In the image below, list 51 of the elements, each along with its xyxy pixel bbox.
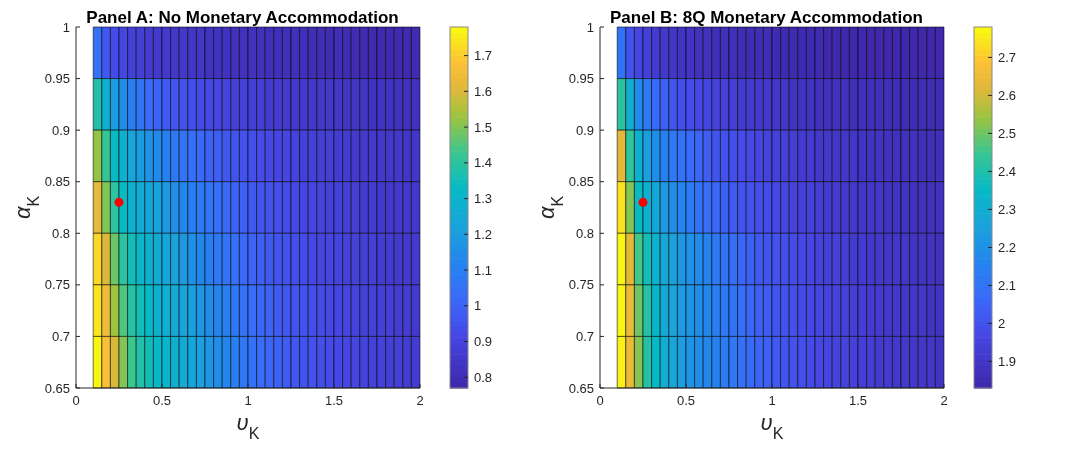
color-bar-label: 2.3 (998, 201, 1017, 217)
color-bar-label: 1.6 (474, 83, 493, 99)
y-tick-label: 0.85 (44, 174, 70, 190)
color-bar-label: 2 (998, 315, 1006, 331)
y-tick-label: 0.9 (575, 122, 594, 138)
color-bar-label: 2.5 (998, 125, 1017, 141)
y-tick-label: 0.7 (575, 329, 594, 345)
y-tick-label: 1 (62, 19, 70, 35)
y-tick-label: 0.8 (51, 225, 70, 241)
x-tick-label: 1.5 (848, 393, 868, 409)
x-tick-label: 0.5 (676, 393, 696, 409)
x-tick-label: 2 (416, 393, 424, 409)
y-tick-label: 0.95 (568, 71, 594, 87)
color-bar-label: 0.8 (474, 369, 493, 385)
y-tick-label: 0.85 (568, 174, 594, 190)
y-tick-label: 1 (586, 19, 594, 35)
color-bar-label: 1.2 (474, 226, 493, 242)
x-axis-title: υ$_{K}$ (760, 410, 784, 442)
x-axis-title: υ$_{K}$ (236, 410, 260, 442)
y-tick-label: 0.9 (51, 122, 70, 138)
color-bar-label: 1.7 (474, 48, 493, 64)
color-bar-label: 2.6 (998, 87, 1017, 103)
color-bar-label: 2.1 (998, 277, 1017, 293)
y-tick-label: 0.65 (44, 380, 70, 396)
x-tick-label: 0 (72, 393, 80, 409)
color-bar-label: 1.1 (474, 262, 493, 278)
x-tick-label: 0 (596, 393, 604, 409)
y-tick-label: 0.65 (568, 380, 594, 396)
color-bar-label: 1.4 (474, 155, 493, 171)
y-tick-label: 0.95 (44, 71, 70, 87)
y-tick-label: 0.75 (568, 277, 594, 293)
chart-title: Panel A: No Monetary Accommodation (85, 8, 400, 28)
x-tick-label: 2 (940, 393, 948, 409)
color-bar-label: 1.3 (474, 191, 493, 207)
colorbar: 1.9 2 2.1 2.2 2.3 2.4 2.5 2.6 2.7 (952, 10, 1042, 446)
color-bar-label: 1.5 (474, 119, 493, 135)
color-bar-label: 2.2 (998, 239, 1017, 255)
color-bar-label: 2.7 (998, 49, 1017, 65)
color-bar-label: 1.9 (998, 353, 1017, 369)
x-tick-label: 1 (768, 393, 776, 409)
x-tick-label: 1.5 (324, 393, 344, 409)
colorbar: 0.8 0.9 1 1.1 1.2 1.3 1.4 1.5 1.6 1.7 (428, 10, 518, 446)
x-tick-label: 1 (244, 393, 252, 409)
color-bar-label: 1 (474, 298, 482, 314)
x-tick-label: 0.5 (152, 393, 172, 409)
color-bar-label: 2.4 (998, 163, 1017, 179)
color-bar-label: 0.9 (474, 334, 493, 350)
y-tick-label: 0.8 (575, 225, 594, 241)
y-tick-label: 0.75 (44, 277, 70, 293)
chart-title: Panel B: 8Q Monetary Accommodation (609, 8, 924, 28)
y-tick-label: 0.7 (51, 329, 70, 345)
